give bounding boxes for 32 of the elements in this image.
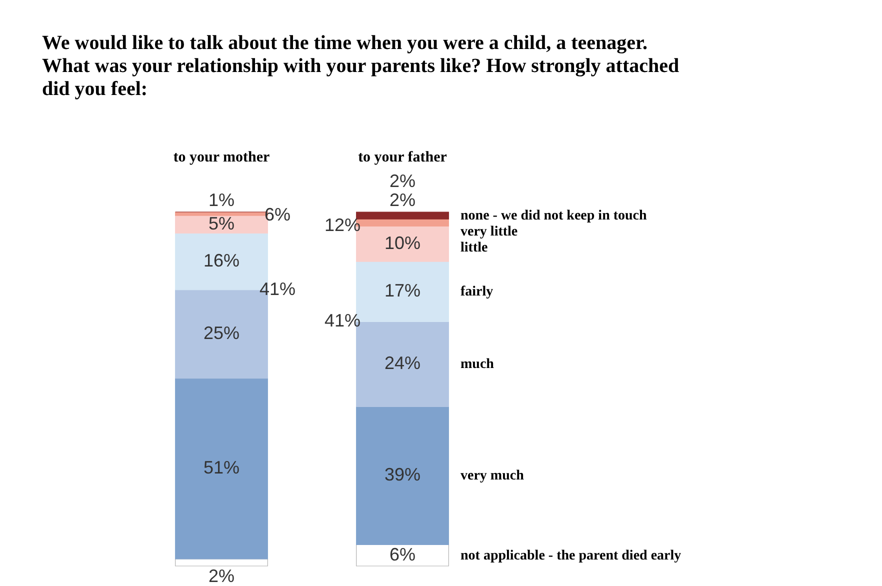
bar xyxy=(175,378,268,560)
x-tick-label: to your mother xyxy=(173,150,270,166)
annotation: 41% xyxy=(259,278,296,299)
data-label: 39% xyxy=(384,464,421,485)
data-label: 1% xyxy=(208,190,235,210)
series-label: very much xyxy=(460,468,524,484)
x-tick-label: to your father xyxy=(358,150,448,166)
series-label: little xyxy=(460,240,488,256)
series-label: none - we did not keep in touch xyxy=(460,208,648,224)
data-label: 17% xyxy=(384,280,421,301)
data-label: 10% xyxy=(384,232,421,253)
data-label: 25% xyxy=(203,323,240,344)
data-label: 2% xyxy=(389,171,416,191)
series-label: not applicable - the parent died early xyxy=(460,548,682,564)
annotation: 41% xyxy=(324,310,361,331)
series-label: fairly xyxy=(460,284,494,300)
data-label: 2% xyxy=(389,190,416,210)
data-label: 51% xyxy=(203,458,240,478)
data-label: 24% xyxy=(384,353,421,374)
data-label: 2% xyxy=(208,566,235,586)
series-label: very little xyxy=(460,224,518,240)
chart-title: We would like to talk about the time when you were a child, a teenager. What was your relationship with your parents like? How strongly attached did you feel: xyxy=(42,32,680,101)
bar xyxy=(356,212,449,220)
bar xyxy=(175,558,268,566)
bar xyxy=(356,406,449,546)
series-label: much xyxy=(460,357,494,372)
data-label: 5% xyxy=(208,213,235,234)
annotation: 6% xyxy=(264,204,291,225)
bar xyxy=(356,544,449,566)
data-label: 16% xyxy=(203,250,240,271)
annotation: 12% xyxy=(324,215,361,236)
data-label: 6% xyxy=(389,544,416,564)
